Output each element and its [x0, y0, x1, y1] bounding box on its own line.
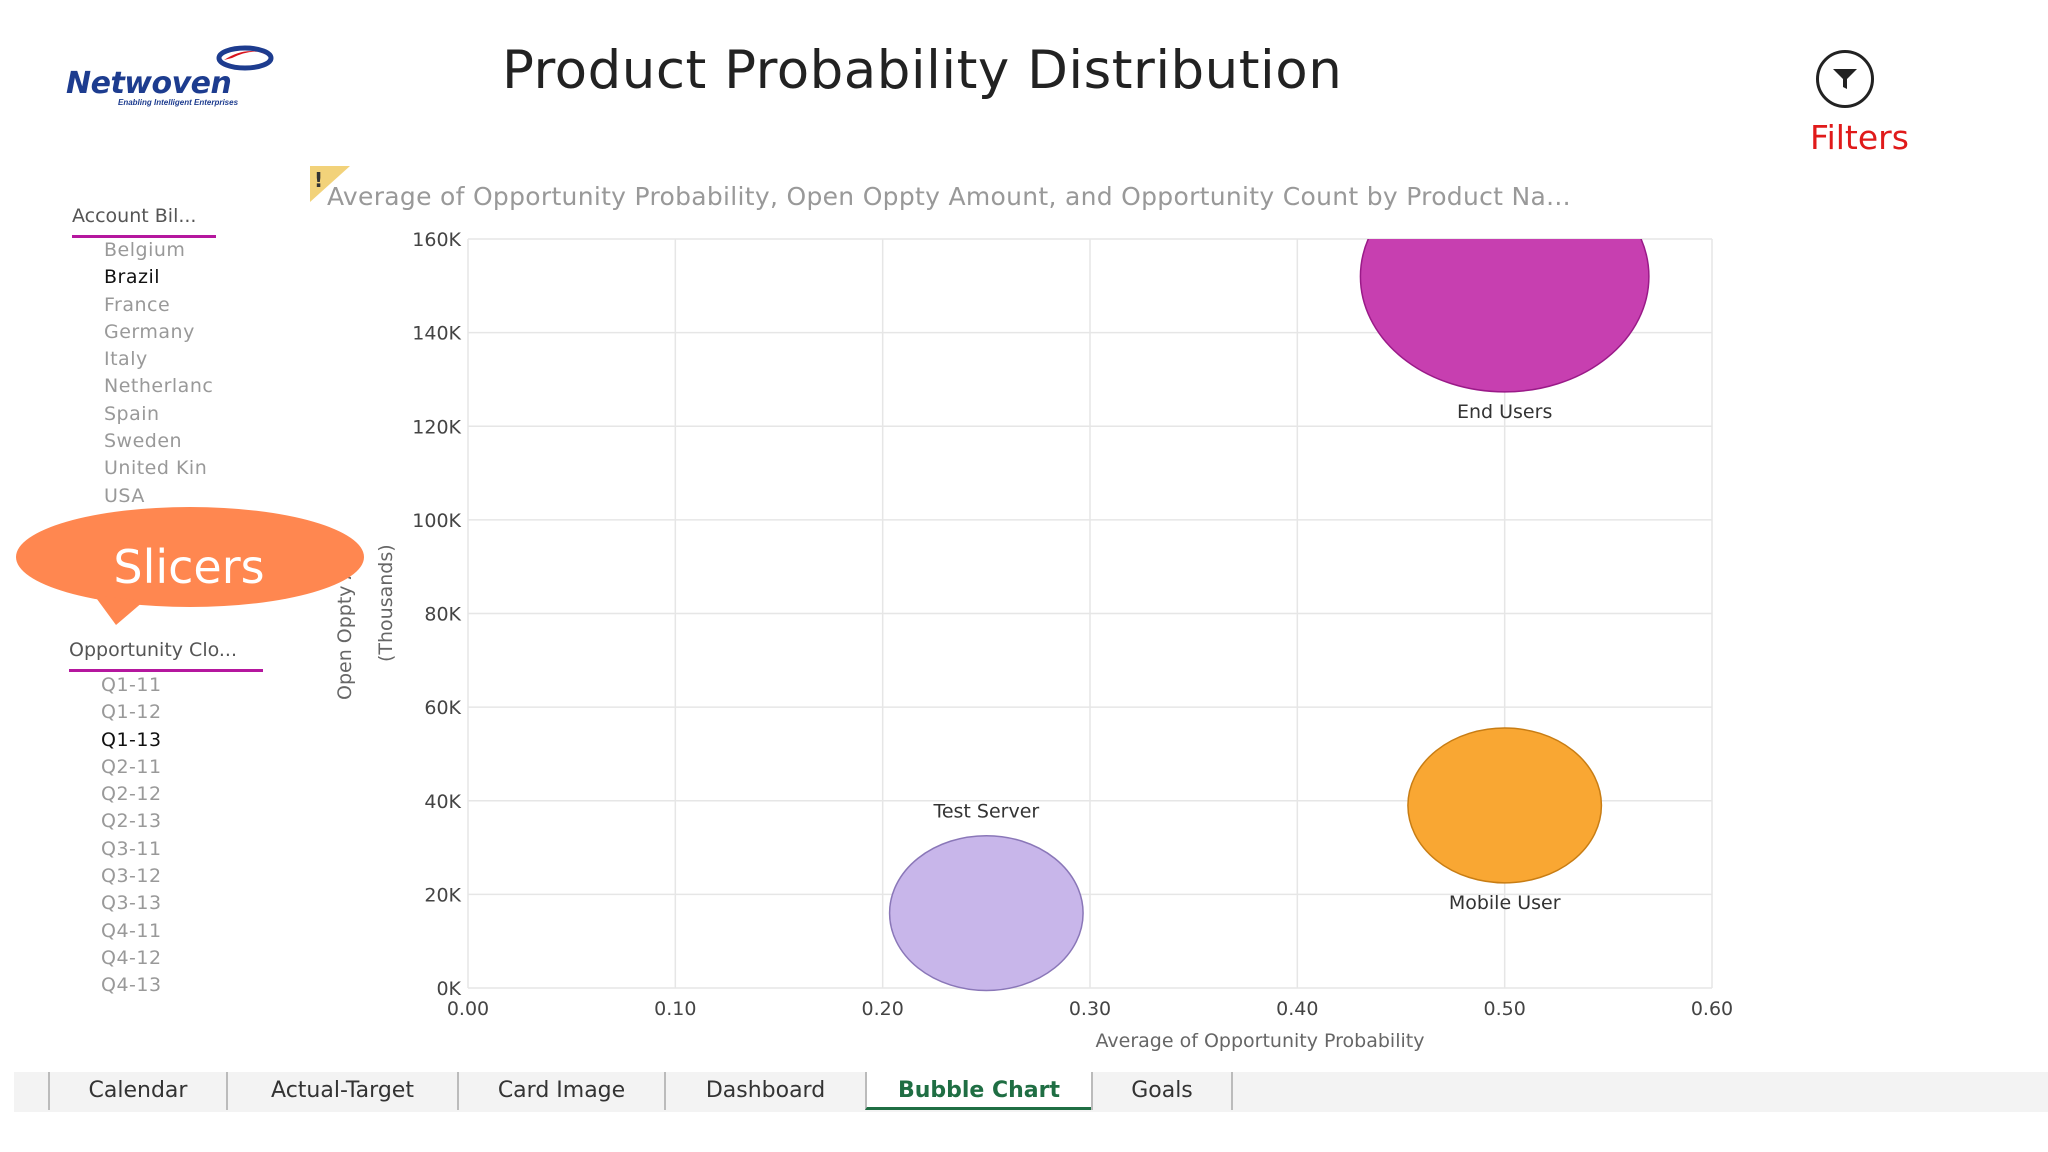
- bubble-mobile-user[interactable]: [1407, 727, 1603, 884]
- slicer-item[interactable]: Q4-12: [101, 945, 221, 972]
- bubble-test-server[interactable]: [888, 834, 1084, 992]
- y-tick-label: 0K: [436, 978, 461, 1000]
- slicer-item[interactable]: Belgium: [104, 237, 224, 264]
- x-tick-label: 0.00: [447, 998, 489, 1020]
- slicer-item[interactable]: Q3-12: [101, 863, 221, 890]
- logo-swoosh-icon: [216, 45, 274, 71]
- tab-dashboard[interactable]: Dashboard: [664, 1072, 865, 1110]
- warning-icon[interactable]: !: [310, 166, 350, 202]
- slicer-item-label: Q3-13: [101, 892, 162, 915]
- tab-bubble-chart[interactable]: Bubble Chart: [865, 1072, 1091, 1110]
- slicer-item-label: Q4-13: [101, 974, 162, 997]
- page-title: Product Probability Distribution: [502, 40, 1343, 101]
- slicer-item-label: France: [104, 293, 171, 316]
- slicers-callout-label: Slicers: [113, 540, 265, 594]
- slicer-item[interactable]: Q1-12: [101, 699, 221, 726]
- y-tick-label: 80K: [424, 604, 461, 626]
- bubble-label: End Users: [1457, 401, 1552, 423]
- y-axis-units-label: (Thousands): [375, 544, 397, 662]
- y-tick-label: 100K: [412, 510, 461, 532]
- x-tick-label: 0.60: [1691, 998, 1733, 1020]
- slicer-item-label: Q1-11: [101, 674, 162, 696]
- x-tick-label: 0.20: [862, 998, 904, 1020]
- y-tick-label: 20K: [424, 884, 461, 906]
- slicer-item[interactable]: Italy: [104, 346, 224, 373]
- bubble-label: Test Server: [932, 801, 1039, 823]
- slicer-item[interactable]: Q1-13: [101, 727, 221, 754]
- slicer-item[interactable]: Q4-13: [101, 972, 221, 999]
- slicer-item-label: USA: [104, 484, 145, 507]
- slicer-item[interactable]: Q3-13: [101, 890, 221, 917]
- slicer-item[interactable]: United Kin: [104, 455, 224, 482]
- slicer-item[interactable]: Brazil: [104, 264, 224, 291]
- slicer-item-label: Q4-12: [101, 946, 162, 969]
- slicer-item[interactable]: Spain: [104, 401, 224, 428]
- y-tick-label: 120K: [412, 416, 461, 438]
- warning-glyph: !: [314, 168, 323, 192]
- bubble-label: Mobile User: [1449, 892, 1561, 914]
- slicer-item-label: United Kin: [104, 457, 208, 480]
- slicer-item[interactable]: France: [104, 292, 224, 319]
- filters-button[interactable]: Filters: [1810, 50, 1909, 160]
- slicer-item[interactable]: Sweden: [104, 428, 224, 455]
- y-tick-label: 160K: [412, 229, 461, 251]
- report-tab-bar: Calendar Actual-Target Card Image Dashboard…: [14, 1072, 2048, 1112]
- slicer-item[interactable]: Netherlanc: [104, 373, 224, 400]
- y-tick-label: 40K: [424, 791, 461, 813]
- tab-calendar[interactable]: Calendar: [48, 1072, 226, 1110]
- slicer-item-label: Belgium: [104, 239, 186, 261]
- slicer-item-label: Q1-12: [101, 701, 162, 724]
- slicer-item-label: Q2-13: [101, 810, 162, 833]
- slicer-item[interactable]: Q1-11: [101, 672, 221, 699]
- slicer-item-label: Brazil: [104, 266, 161, 289]
- x-tick-label: 0.10: [654, 998, 696, 1020]
- x-tick-label: 0.30: [1069, 998, 1111, 1020]
- slicer-item-label: Italy: [104, 348, 148, 371]
- slicer-item[interactable]: Q2-12: [101, 781, 221, 808]
- x-axis-label: Average of Opportunity Probability: [1096, 1030, 1425, 1052]
- filters-label: Filters: [1810, 118, 1909, 157]
- x-tick-label: 0.40: [1276, 998, 1318, 1020]
- slicer-item-label: Sweden: [104, 430, 183, 453]
- tab-goals[interactable]: Goals: [1091, 1072, 1231, 1110]
- slicer-item-label: Germany: [104, 320, 195, 343]
- slicer-item-label: Q2-12: [101, 783, 162, 806]
- tab-card-image[interactable]: Card Image: [457, 1072, 664, 1110]
- slicers-callout: [16, 507, 364, 625]
- slicer-item-label: Q2-11: [101, 755, 162, 778]
- slicer-item-label: Q3-12: [101, 865, 162, 888]
- funnel-icon: [1833, 69, 1857, 89]
- slicer-item-label: Q1-13: [101, 728, 162, 751]
- slicer-item-label: Q4-11: [101, 919, 162, 942]
- slicer-item[interactable]: Q4-11: [101, 918, 221, 945]
- y-tick-label: 60K: [424, 697, 461, 719]
- logo-tagline: Enabling Intelligent Enterprises: [118, 98, 239, 107]
- slicer-item-label: Spain: [104, 402, 160, 425]
- slicer-account-billing: Belgium Brazil France Germany Italy Netherlan…: [104, 237, 224, 510]
- x-tick-label: 0.50: [1484, 998, 1526, 1020]
- slicer-account-billing-title[interactable]: Account Bil...: [72, 205, 216, 238]
- tab-separator: [1231, 1072, 1233, 1110]
- slicer-item[interactable]: Q3-11: [101, 836, 221, 863]
- slicer-item-label: Q3-11: [101, 837, 162, 860]
- slicer-opportunity-close: Q1-11 Q1-12 Q1-13 Q2-11 Q2-12 Q2-13 Q3-11 Q3-12…: [101, 672, 221, 1000]
- y-tick-label: 140K: [412, 323, 461, 345]
- chart-title: Average of Opportunity Probability, Open…: [327, 182, 1571, 211]
- slicer-item[interactable]: USA: [104, 483, 224, 510]
- slicer-opportunity-close-title[interactable]: Opportunity Clo...: [69, 639, 263, 672]
- netwoven-logo: Netwoven Enabling Intelligent Enterprise…: [66, 44, 276, 114]
- tab-actual-target[interactable]: Actual-Target: [226, 1072, 457, 1110]
- slicer-item[interactable]: Germany: [104, 319, 224, 346]
- slicer-item[interactable]: Q2-13: [101, 808, 221, 835]
- logo-text: Netwoven: [66, 66, 232, 101]
- filter-circle: [1816, 50, 1874, 108]
- slicer-item[interactable]: Q2-11: [101, 754, 221, 781]
- slicer-item-label: Netherlanc: [104, 375, 214, 398]
